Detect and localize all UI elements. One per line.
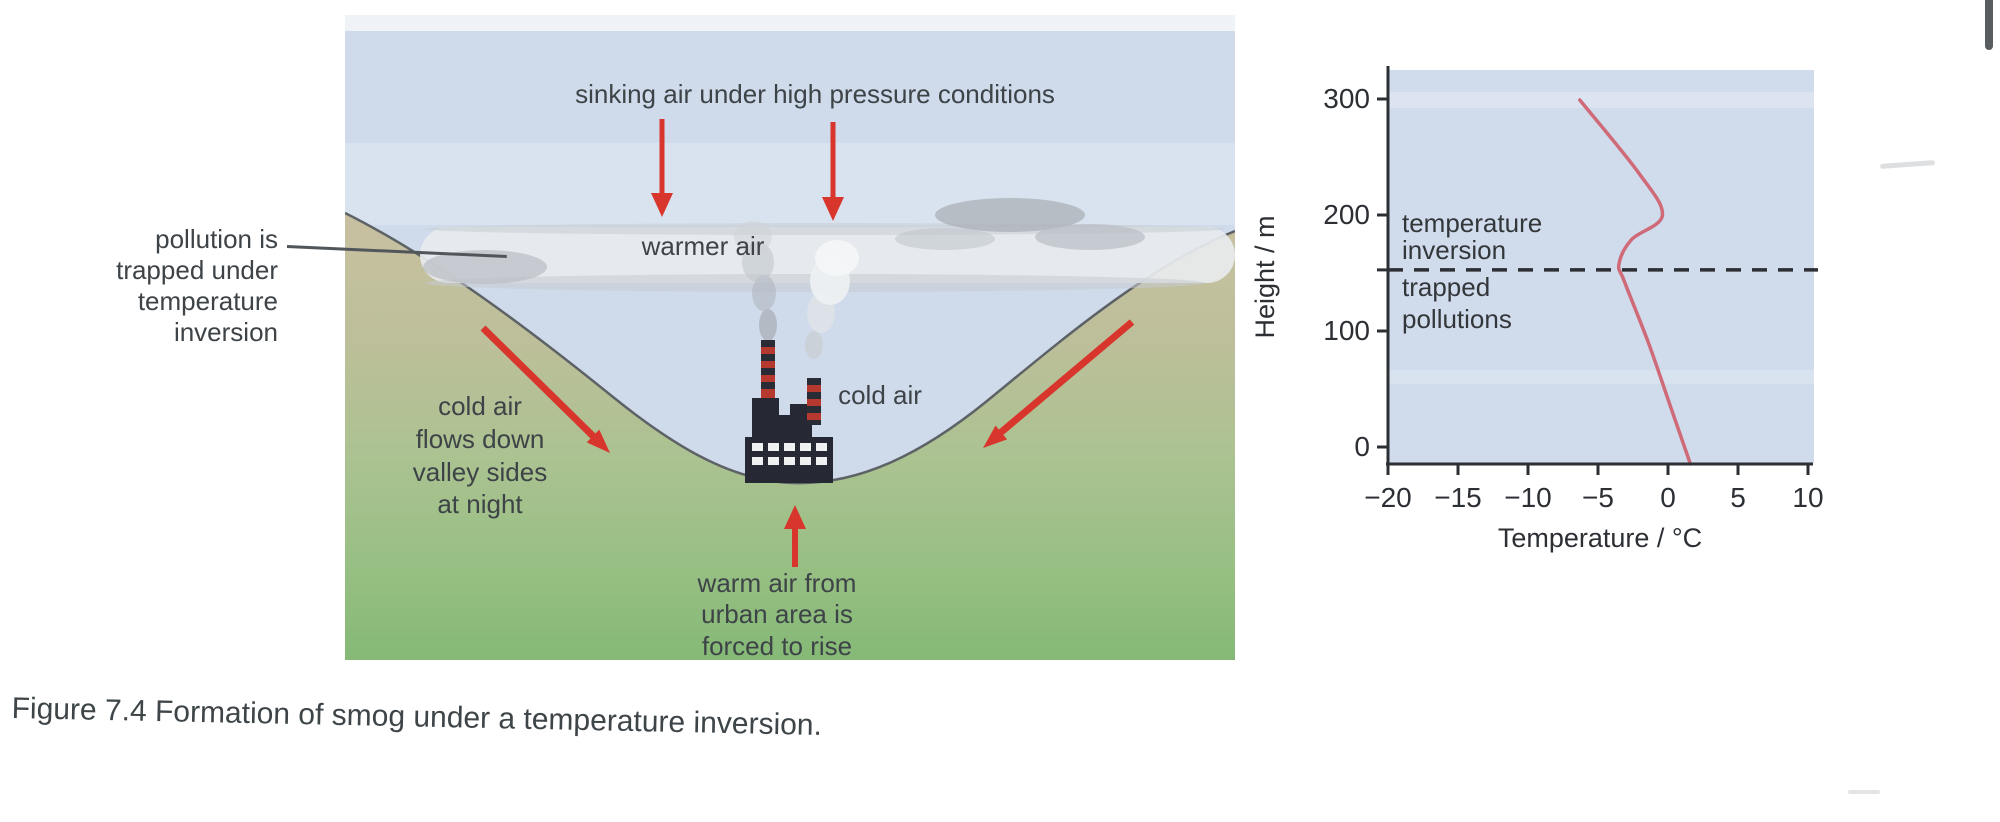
trapped-pollutions-annotation: trapped xyxy=(1402,272,1490,302)
figure-caption: Figure 7.4 Formation of smog under a tem… xyxy=(11,692,823,742)
temperature-profile-curve xyxy=(1578,98,1693,466)
svg-text:cold air: cold air xyxy=(438,391,522,421)
chimney-right xyxy=(807,378,821,425)
y-tick-label: 300 xyxy=(1323,83,1370,114)
grey-cloud xyxy=(1035,224,1145,250)
factory-windows xyxy=(752,443,827,465)
smog-haze-layer xyxy=(420,198,1235,292)
arrows xyxy=(480,119,1135,567)
valley-terrain xyxy=(345,213,1235,660)
y-ticks xyxy=(1377,97,1388,449)
x-tick-label: 0 xyxy=(1660,482,1676,513)
sinking-air-label: sinking air under high pressure conditio… xyxy=(575,79,1055,109)
svg-text:at night: at night xyxy=(437,489,523,519)
x-tick-label: −20 xyxy=(1364,482,1412,513)
svg-text:valley sides: valley sides xyxy=(413,457,547,487)
temperature-inversion-annotation: inversion xyxy=(1402,235,1506,265)
plot-streak xyxy=(1388,92,1814,108)
x-tick-label: −10 xyxy=(1504,482,1552,513)
cold-air-arrow-right-slope xyxy=(983,319,1135,448)
factory xyxy=(745,340,833,483)
temperature-height-chart: 300 200 100 0 −20 −15 −10 −5 0 5 10 temp… xyxy=(1250,66,1824,553)
y-tick-label: 200 xyxy=(1323,199,1370,230)
svg-text:urban area is: urban area is xyxy=(701,599,853,629)
cold-air-label: cold air xyxy=(838,380,922,410)
pollution-trapped-label: pollution is trapped under temperature i… xyxy=(116,224,278,347)
x-tick-label: 5 xyxy=(1730,482,1746,513)
x-ticks xyxy=(1386,464,1810,475)
y-tick-label: 100 xyxy=(1323,315,1370,346)
x-tick-label: −15 xyxy=(1434,482,1482,513)
sky-top-band xyxy=(345,15,1235,31)
smoke-plume-left xyxy=(734,221,777,341)
warmer-air-label: warmer air xyxy=(641,231,765,261)
chimney-left xyxy=(761,340,775,398)
scrollbar-artifact xyxy=(1985,0,1993,50)
warm-air-rise-label: warm air from urban area is forced to ri… xyxy=(697,568,857,660)
grey-cloud xyxy=(935,198,1085,232)
scan-smudge xyxy=(1848,790,1880,794)
y-axis-title: Height / m xyxy=(1250,215,1280,338)
y-tick-label: 0 xyxy=(1354,431,1370,462)
sinking-air-arrow-left xyxy=(651,119,673,217)
svg-text:flows down: flows down xyxy=(416,424,545,454)
smoke-plume-right xyxy=(805,240,859,359)
smog-valley-diagram: sinking air under high pressure conditio… xyxy=(345,15,1235,660)
x-axis-title: Temperature / °C xyxy=(1498,523,1702,553)
cold-air-arrow-left-slope xyxy=(480,325,610,453)
x-tick-label: −5 xyxy=(1582,482,1614,513)
svg-text:forced to rise: forced to rise xyxy=(702,631,852,660)
temperature-inversion-annotation: temperature xyxy=(1402,208,1542,238)
x-tick-label: 10 xyxy=(1792,482,1823,513)
cold-air-flows-label: cold air flows down valley sides at nigh… xyxy=(413,391,547,519)
factory-upper-block xyxy=(752,398,812,437)
trapped-pollutions-annotation: pollutions xyxy=(1402,304,1512,334)
plot-area xyxy=(1388,70,1814,463)
svg-text:warm air from: warm air from xyxy=(697,568,857,598)
sinking-air-arrow-right xyxy=(822,122,844,221)
sky-cloud-band xyxy=(345,143,1235,225)
plot-streak xyxy=(1388,370,1814,384)
grey-cloud xyxy=(895,228,995,250)
warm-air-rising-arrow xyxy=(784,505,806,567)
scan-smudge xyxy=(1879,160,1936,169)
